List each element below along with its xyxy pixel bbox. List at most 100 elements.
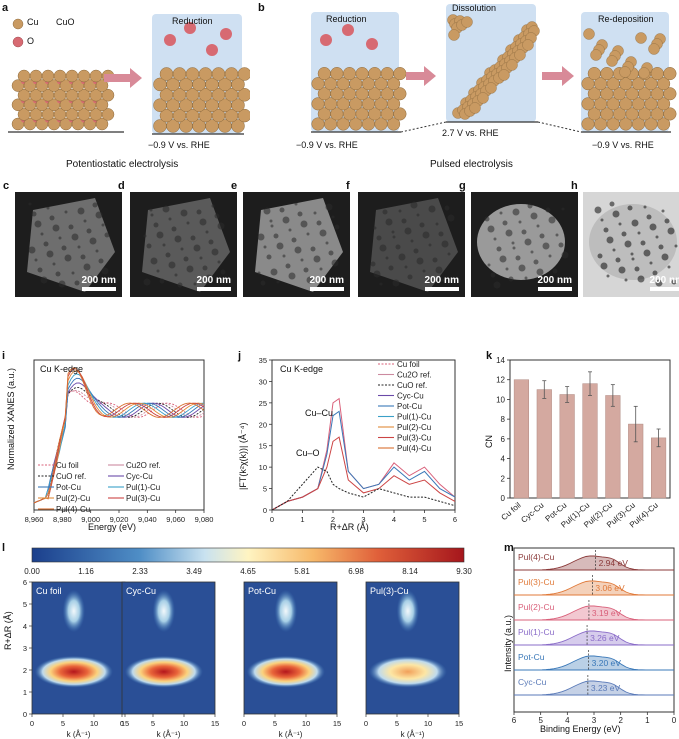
pore	[208, 239, 214, 245]
pore	[600, 262, 608, 270]
l-ytick-label: 3	[23, 644, 27, 653]
pore	[156, 231, 164, 239]
pore	[168, 261, 176, 269]
l-xtick-label: 10	[302, 719, 310, 728]
o-atom	[366, 38, 378, 50]
pore	[484, 216, 490, 222]
pore	[438, 231, 444, 237]
m-xtick-label: 1	[645, 716, 650, 725]
scale-bar-label: 200 nm	[424, 275, 459, 286]
j-annot-cucu: Cu–Cu	[305, 408, 334, 418]
pore	[618, 266, 626, 274]
pore	[441, 240, 449, 248]
panel-b-schematic	[311, 4, 677, 133]
cu-atom	[619, 66, 631, 78]
xanes-curve	[33, 373, 205, 504]
arrow-1-icon	[406, 66, 436, 86]
scale-bar: 200 nm	[82, 275, 116, 291]
scale-bar-label: 200 nm	[537, 275, 572, 286]
i-xtick-label: 8,980	[53, 515, 72, 524]
cu-atom	[198, 67, 213, 81]
k-ytick-label: 8	[501, 415, 506, 424]
pore	[313, 255, 321, 263]
j-xtick-label: 5	[422, 515, 426, 524]
pore	[297, 211, 303, 217]
pore	[432, 257, 438, 263]
j-xtick-label: 1	[300, 515, 304, 524]
j-xtick-label: 2	[331, 515, 335, 524]
l-ylabel: R+ΔR (Å)	[3, 611, 13, 650]
xps-trace	[514, 605, 674, 621]
pore	[401, 218, 407, 224]
pore	[52, 262, 56, 266]
cu-atom	[159, 67, 174, 81]
cu-atom	[657, 117, 671, 131]
particle	[27, 198, 115, 292]
pore	[674, 244, 678, 248]
j-ytick-label: 10	[259, 463, 267, 472]
pore	[196, 209, 202, 215]
pore	[177, 282, 183, 288]
particle	[142, 198, 230, 292]
cu-atom-icon	[12, 18, 24, 30]
pore	[331, 259, 339, 267]
cu-atom	[393, 67, 407, 81]
pore	[86, 228, 92, 234]
xps-onset-value: 3.23 eV	[591, 683, 621, 693]
pore	[331, 215, 335, 219]
pore	[186, 265, 194, 273]
a-voltage: −0.9 V vs. RHE	[148, 140, 210, 150]
cu-atom	[514, 49, 526, 61]
cu-atom	[172, 67, 187, 81]
panel-d-label: d	[118, 180, 125, 192]
l-ytick-label: 4	[23, 622, 27, 631]
pore	[34, 220, 42, 228]
pore	[52, 224, 60, 232]
pore	[373, 270, 381, 278]
l-xtick-label: 15	[333, 719, 341, 728]
i-xtick-label: 9,060	[166, 515, 185, 524]
pore	[80, 254, 86, 260]
pore	[425, 278, 431, 284]
pore	[146, 243, 152, 249]
o-atom	[342, 24, 354, 36]
pore	[270, 224, 274, 228]
pore	[561, 207, 565, 211]
j-legend-label: Pul(2)-Cu	[397, 423, 431, 432]
panel-e-label: e	[231, 180, 238, 192]
j-xtick-label: 0	[270, 515, 274, 524]
pore	[162, 243, 166, 247]
i-legend-label: Pul(2)-Cu	[56, 494, 90, 503]
i-legend-label: Cu2O ref.	[126, 461, 161, 470]
pore	[545, 207, 551, 213]
l-ytick-label: 1	[23, 688, 27, 697]
cu-atom	[469, 102, 481, 114]
xps-trace-label: Pul(1)-Cu	[518, 627, 555, 637]
o-atom	[184, 22, 196, 34]
pore	[37, 267, 43, 273]
pore	[555, 233, 559, 237]
pore	[655, 235, 659, 239]
l-xlabel: k (Å⁻¹)	[157, 730, 181, 739]
cu-atom	[461, 16, 473, 28]
pore	[658, 244, 664, 250]
pore	[561, 251, 569, 259]
j-xtick-label: 6	[453, 515, 457, 524]
pore	[71, 271, 75, 275]
l-xtick-label: 10	[180, 719, 188, 728]
i-xtick-label: 9,020	[110, 515, 129, 524]
scale-bar-label: 200 nm	[196, 275, 231, 286]
panel-l-wavelet: 0.00 1.16 2.33 3.49 4.65 5.81 6.98 8.14 9.30 Cu …	[23, 547, 472, 739]
l-ytick-label: 2	[23, 666, 27, 675]
wavelet-hotspot	[368, 655, 447, 688]
pore	[316, 220, 322, 226]
pore	[156, 269, 160, 273]
pore	[508, 276, 514, 282]
pore	[165, 252, 171, 258]
panel-i-label: i	[2, 350, 6, 362]
pore	[107, 279, 111, 283]
cu-atom	[590, 49, 602, 61]
micrograph-h: 200 nm	[583, 192, 679, 297]
